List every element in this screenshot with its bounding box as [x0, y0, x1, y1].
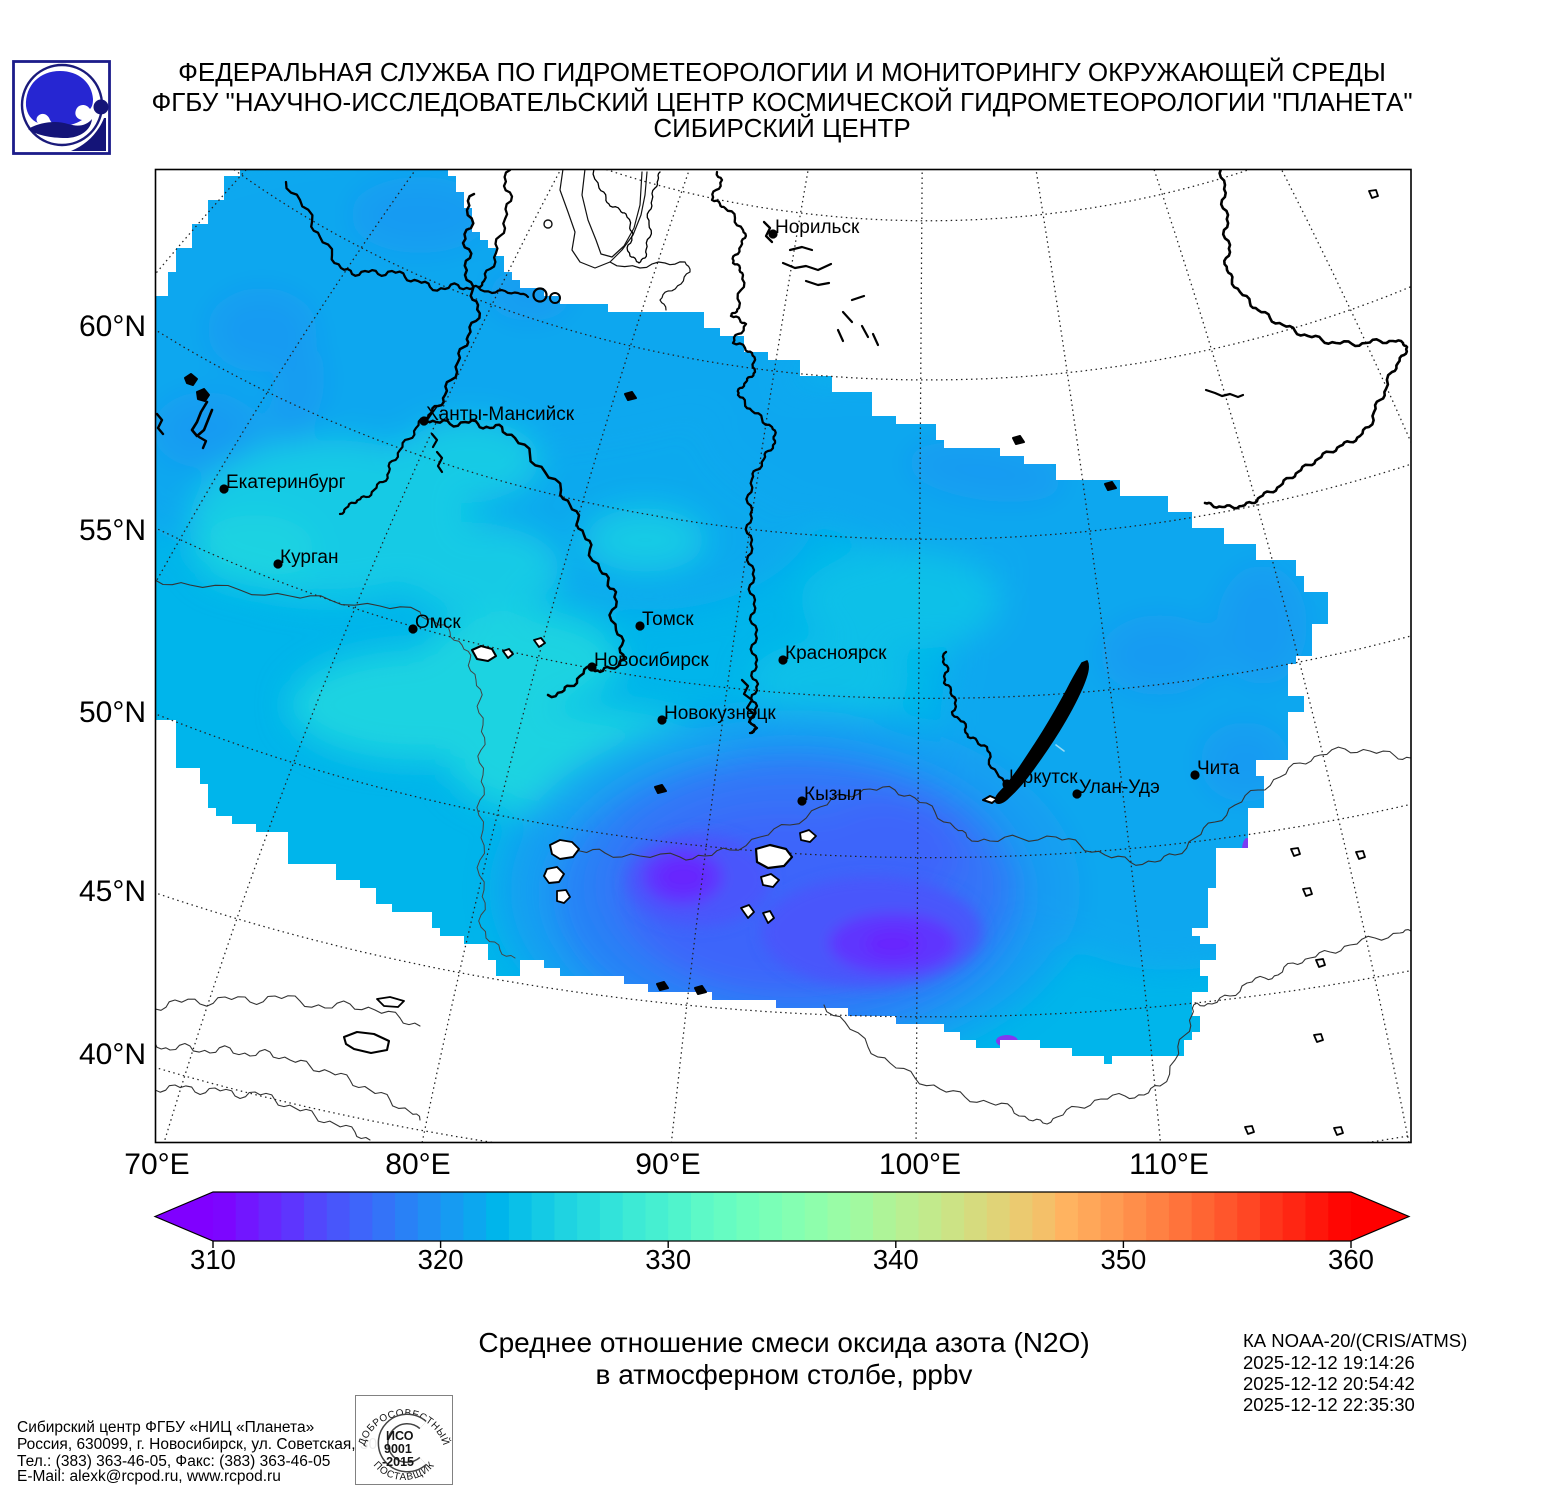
svg-text:Екатеринбург: Екатеринбург	[226, 472, 346, 493]
svg-text:2025-12-12 19:14:26: 2025-12-12 19:14:26	[1243, 1352, 1415, 1373]
svg-text:2025-12-12 20:54:42: 2025-12-12 20:54:42	[1243, 1373, 1415, 1394]
svg-text:ФГБУ "НАУЧНО-ИССЛЕДОВАТЕЛЬСКИЙ: ФГБУ "НАУЧНО-ИССЛЕДОВАТЕЛЬСКИЙ ЦЕНТР КОС…	[151, 87, 1412, 117]
svg-text:340: 340	[873, 1244, 919, 1275]
svg-text:Сибирский центр ФГБУ «НИЦ «Пла: Сибирский центр ФГБУ «НИЦ «Планета»	[17, 1419, 314, 1436]
svg-text:СИБИРСКИЙ ЦЕНТР: СИБИРСКИЙ ЦЕНТР	[653, 113, 910, 143]
svg-text:Тел.: (383) 363-46-05, Факс: (: Тел.: (383) 363-46-05, Факс: (383) 363-4…	[17, 1453, 330, 1470]
svg-text:Россия, 630099, г. Новосибирск: Россия, 630099, г. Новосибирск, ул. Сове…	[17, 1436, 377, 1453]
svg-text:55°N: 55°N	[79, 514, 146, 547]
svg-text:Норильск: Норильск	[775, 217, 860, 238]
svg-text:310: 310	[190, 1244, 236, 1275]
svg-text:40°N: 40°N	[79, 1038, 146, 1071]
svg-text:50°N: 50°N	[79, 696, 146, 729]
svg-text:Улан-Удэ: Улан-Удэ	[1079, 777, 1160, 798]
svg-text:ИСО: ИСО	[386, 1429, 414, 1443]
svg-text:Томск: Томск	[642, 609, 694, 630]
svg-text:ФЕДЕРАЛЬНАЯ СЛУЖБА ПО ГИДРОМЕТ: ФЕДЕРАЛЬНАЯ СЛУЖБА ПО ГИДРОМЕТЕОРОЛОГИИ …	[178, 57, 1386, 87]
svg-text:Кызыл: Кызыл	[804, 784, 862, 805]
svg-text:70°E: 70°E	[124, 1148, 189, 1181]
svg-text:в атмосферном столбе, ppbv: в атмосферном столбе, ppbv	[596, 1359, 973, 1390]
svg-text:КА NOAA-20/(CRIS/ATMS): КА NOAA-20/(CRIS/ATMS)	[1243, 1330, 1467, 1351]
svg-text:Чита: Чита	[1197, 758, 1240, 779]
svg-text:80°E: 80°E	[385, 1148, 450, 1181]
svg-text:Среднее отношение смеси оксида: Среднее отношение смеси оксида азота (N2…	[478, 1327, 1089, 1358]
svg-text:2025-12-12 22:35:30: 2025-12-12 22:35:30	[1243, 1394, 1415, 1415]
svg-text:360: 360	[1328, 1244, 1374, 1275]
svg-text:Красноярск: Красноярск	[785, 643, 887, 664]
svg-text:60°N: 60°N	[79, 310, 146, 343]
svg-text:330: 330	[645, 1244, 691, 1275]
svg-text:Курган: Курган	[280, 547, 339, 568]
svg-text:100°E: 100°E	[879, 1148, 961, 1181]
svg-text:Иркутск: Иркутск	[1009, 767, 1078, 788]
svg-text:350: 350	[1100, 1244, 1146, 1275]
svg-text:Новосибирск: Новосибирск	[594, 650, 709, 671]
svg-text:Новокузнецк: Новокузнецк	[664, 703, 776, 724]
svg-text:45°N: 45°N	[79, 875, 146, 908]
svg-text:320: 320	[418, 1244, 464, 1275]
svg-text:9001: 9001	[384, 1442, 412, 1456]
svg-text:90°E: 90°E	[635, 1148, 700, 1181]
svg-text:Омск: Омск	[415, 612, 461, 633]
svg-text:Ханты-Мансийск: Ханты-Мансийск	[426, 404, 575, 425]
svg-text:110°E: 110°E	[1129, 1148, 1209, 1181]
svg-text:-2015: -2015	[382, 1455, 414, 1469]
svg-text:E-Mail: alexk@rcpod.ru, www.rc: E-Mail: alexk@rcpod.ru, www.rcpod.ru	[17, 1468, 281, 1485]
